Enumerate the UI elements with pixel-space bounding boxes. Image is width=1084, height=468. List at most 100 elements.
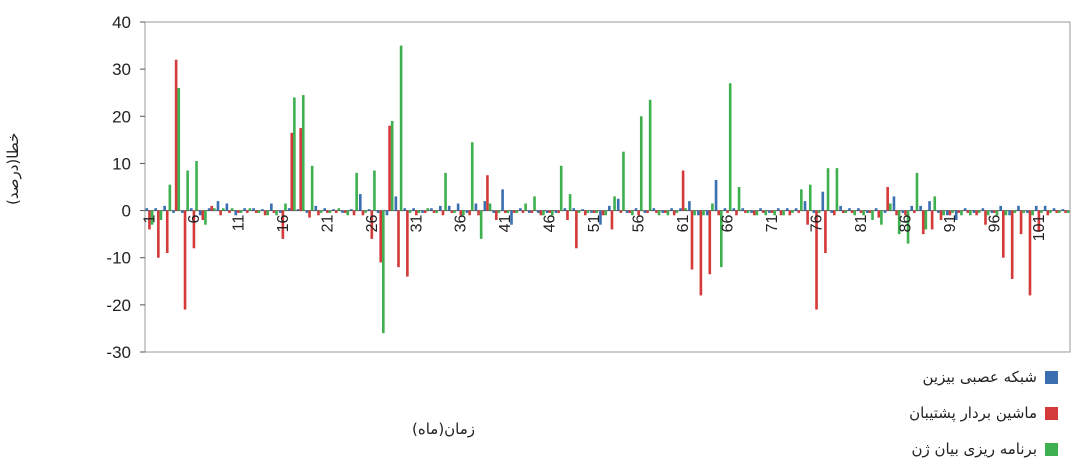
legend-item-svm: ماشین بردار پشتیبان	[788, 396, 1058, 430]
bar-1-89	[928, 201, 931, 211]
bar-2-51	[592, 210, 596, 213]
bar-1-56	[634, 208, 638, 211]
bar-3-69	[755, 210, 759, 216]
bar-3-3	[168, 184, 172, 211]
bar-1-50	[581, 209, 584, 211]
bar-1-91	[946, 210, 949, 216]
legend-label-gep: برنامه ریزی بیان ژن	[911, 440, 1037, 458]
bar-3-12	[248, 208, 252, 211]
bar-1-102	[1043, 205, 1047, 211]
bar-1-69	[750, 210, 753, 213]
bar-1-51	[590, 210, 593, 213]
bar-2-74	[797, 210, 801, 213]
bar-3-42	[515, 210, 519, 213]
x-tick-label: 46	[542, 214, 559, 232]
x-tick-label: 41	[497, 214, 514, 232]
bar-1-55	[625, 210, 629, 213]
bar-3-5	[186, 170, 189, 211]
bar-2-10	[228, 210, 231, 213]
bar-3-22	[337, 208, 341, 211]
bar-2-42	[512, 210, 516, 213]
bar-2-19	[308, 210, 311, 218]
bar-2-102	[1046, 210, 1050, 216]
legend-item-gep: برنامه ریزی بیان ژن	[788, 432, 1058, 466]
bar-2-53	[610, 210, 614, 230]
bar-2-79	[841, 210, 845, 213]
bar-2-1	[148, 210, 151, 230]
x-tick-label: 1	[141, 214, 158, 223]
bar-3-7	[204, 210, 207, 225]
x-tick-label: 96	[986, 214, 1003, 232]
bar-1-98	[1008, 210, 1011, 216]
bar-2-72	[779, 210, 783, 216]
bar-2-92	[957, 210, 961, 213]
bar-3-67	[737, 187, 741, 211]
bar-2-34	[441, 210, 445, 216]
bar-1-48	[563, 208, 567, 211]
bar-3-85	[897, 210, 901, 235]
bar-2-37	[468, 210, 471, 216]
bar-1-34	[439, 205, 442, 211]
bar-1-2	[154, 208, 158, 211]
bar-3-99	[1022, 210, 1026, 213]
bar-1-81	[857, 208, 860, 211]
bar-2-6	[192, 210, 196, 249]
bar-3-82	[871, 210, 874, 220]
bar-1-77	[821, 191, 825, 211]
bar-1-15	[270, 203, 273, 211]
bar-3-84	[888, 203, 892, 211]
bar-2-52	[601, 210, 605, 216]
bar-1-37	[465, 210, 469, 213]
bar-3-27	[382, 210, 385, 334]
bar-3-61	[684, 208, 688, 211]
bar-2-16	[281, 210, 285, 239]
bar-1-82	[865, 210, 869, 213]
bar-3-92	[960, 210, 963, 216]
bar-3-104	[1066, 210, 1070, 213]
bar-3-43	[524, 203, 527, 211]
bar-1-16	[278, 210, 282, 213]
bar-3-4	[177, 88, 181, 211]
x-tick-label: 6	[186, 214, 203, 223]
bar-2-43	[521, 210, 525, 213]
bar-3-64	[711, 203, 714, 211]
bar-3-58	[657, 210, 661, 216]
bar-3-52	[604, 210, 607, 216]
bar-2-101	[1037, 210, 1041, 232]
x-tick-label: 26	[364, 214, 381, 232]
bar-1-83	[874, 208, 878, 211]
bar-1-88	[919, 205, 922, 211]
bar-1-6	[189, 208, 193, 211]
bar-1-25	[358, 194, 362, 211]
bar-2-47	[557, 210, 560, 213]
bar-3-39	[488, 203, 492, 211]
bars	[145, 45, 1070, 334]
bar-1-95	[981, 208, 985, 211]
bar-3-25	[364, 210, 367, 213]
bar-1-80	[848, 208, 851, 211]
bar-1-61	[679, 208, 682, 211]
bar-2-50	[583, 210, 587, 216]
bar-2-18	[299, 128, 302, 211]
bar-2-39	[486, 175, 489, 211]
bar-2-66	[726, 210, 729, 213]
bar-3-54	[622, 151, 625, 211]
bar-2-89	[930, 210, 934, 230]
bar-2-27	[379, 210, 383, 263]
bar-2-31	[414, 210, 418, 216]
bar-3-23	[346, 210, 350, 216]
bar-3-98	[1013, 210, 1017, 213]
bar-3-74	[800, 189, 803, 211]
bar-1-53	[608, 205, 611, 211]
bar-2-68	[744, 210, 747, 213]
bar-3-83	[880, 210, 883, 225]
bar-2-103	[1055, 210, 1058, 213]
bar-2-61	[681, 170, 685, 211]
x-tick-label: 36	[453, 214, 470, 232]
bar-3-57	[648, 99, 652, 211]
bar-2-9	[219, 210, 222, 216]
bar-1-5	[181, 210, 184, 213]
bar-2-48	[566, 210, 569, 220]
bar-3-14	[266, 210, 269, 216]
